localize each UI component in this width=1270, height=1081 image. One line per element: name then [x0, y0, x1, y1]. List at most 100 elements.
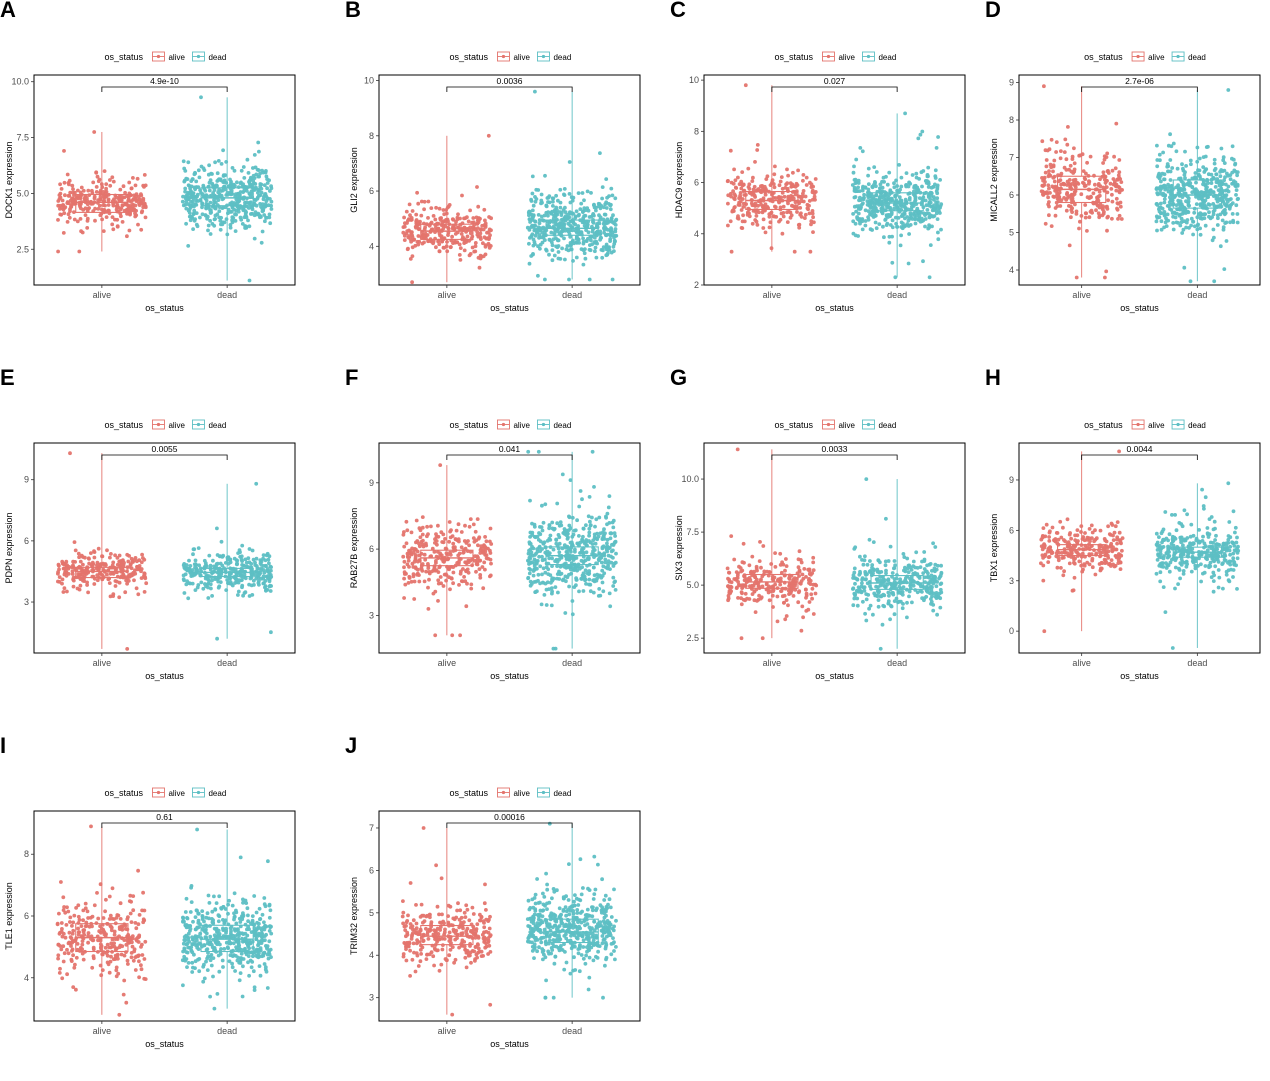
- data-point: [890, 211, 894, 215]
- data-point: [740, 591, 744, 595]
- bracket-line: [102, 87, 227, 92]
- data-point: [602, 222, 606, 226]
- data-point: [1236, 197, 1240, 201]
- data-point: [226, 581, 230, 585]
- data-point: [1045, 165, 1049, 169]
- data-point: [591, 450, 595, 454]
- data-point: [429, 525, 433, 529]
- y-tick-label: 7.5: [686, 527, 699, 537]
- data-point: [457, 537, 461, 541]
- data-point: [249, 562, 253, 566]
- data-point: [1161, 151, 1165, 155]
- data-point: [761, 636, 765, 640]
- data-point: [121, 220, 125, 224]
- data-point: [483, 235, 487, 239]
- data-point: [197, 571, 201, 575]
- data-point: [97, 567, 101, 571]
- data-point: [213, 217, 217, 221]
- data-point: [1203, 204, 1207, 208]
- data-point: [436, 599, 440, 603]
- data-point: [1222, 210, 1226, 214]
- data-point: [742, 183, 746, 187]
- data-point: [70, 184, 74, 188]
- data-point: [109, 552, 113, 556]
- data-point: [449, 536, 453, 540]
- data-point: [478, 266, 482, 270]
- data-point: [897, 163, 901, 167]
- data-point: [546, 580, 550, 584]
- data-point: [529, 580, 533, 584]
- data-point: [1092, 191, 1096, 195]
- data-point: [209, 582, 213, 586]
- data-point: [477, 537, 481, 541]
- data-point: [854, 222, 858, 226]
- data-point: [1155, 229, 1159, 233]
- data-point: [268, 197, 272, 201]
- data-point: [531, 175, 535, 179]
- data-point: [1222, 267, 1226, 271]
- data-point: [543, 174, 547, 178]
- data-point: [907, 262, 911, 266]
- data-point: [1111, 200, 1115, 204]
- data-point: [612, 580, 616, 584]
- data-point: [1097, 182, 1101, 186]
- data-point: [554, 211, 558, 215]
- data-point: [734, 578, 738, 582]
- data-point: [541, 581, 545, 585]
- data-point: [102, 229, 106, 233]
- data-point: [1040, 139, 1044, 143]
- data-point: [421, 543, 425, 547]
- legend-dot-icon: [502, 55, 505, 58]
- data-point: [741, 197, 745, 201]
- data-point: [531, 252, 535, 256]
- data-point: [408, 576, 412, 580]
- data-point: [587, 514, 591, 518]
- y-tick-label: 2: [694, 280, 699, 290]
- data-point: [536, 274, 540, 278]
- data-point: [732, 168, 736, 172]
- data-point: [602, 218, 606, 222]
- data-point: [69, 205, 73, 209]
- data-point: [207, 163, 211, 167]
- data-point: [453, 545, 457, 549]
- data-point: [477, 219, 481, 223]
- data-point: [534, 552, 538, 556]
- x-tick-label: dead: [217, 658, 237, 668]
- data-point: [801, 573, 805, 577]
- y-tick-label: 5: [1009, 228, 1014, 238]
- significance-bracket: 0.041: [447, 444, 572, 460]
- data-point: [861, 149, 865, 153]
- data-point: [866, 174, 870, 178]
- data-point: [604, 213, 608, 217]
- data-point: [538, 549, 542, 553]
- data-point: [599, 236, 603, 240]
- data-point: [800, 629, 804, 633]
- data-point: [482, 208, 486, 212]
- data-point: [584, 257, 588, 261]
- data-point: [191, 203, 195, 207]
- data-point: [403, 583, 407, 587]
- data-point: [605, 522, 609, 526]
- data-point: [1185, 182, 1189, 186]
- data-point: [578, 541, 582, 545]
- data-point: [919, 133, 923, 137]
- data-point: [253, 237, 257, 241]
- data-point: [100, 208, 104, 212]
- data-point: [738, 203, 742, 207]
- data-point: [414, 213, 418, 217]
- data-point: [879, 207, 883, 211]
- data-point: [814, 177, 818, 181]
- data-point: [235, 562, 239, 566]
- data-point: [1071, 171, 1075, 175]
- data-point: [402, 596, 406, 600]
- legend-label-alive: alive: [838, 53, 855, 62]
- data-point: [554, 538, 558, 542]
- data-point: [204, 193, 208, 197]
- data-point: [142, 571, 146, 575]
- data-point: [141, 197, 145, 201]
- data-point: [584, 214, 588, 218]
- data-point: [766, 205, 770, 209]
- data-point: [583, 251, 587, 255]
- data-point: [1046, 183, 1050, 187]
- data-point: [574, 567, 578, 571]
